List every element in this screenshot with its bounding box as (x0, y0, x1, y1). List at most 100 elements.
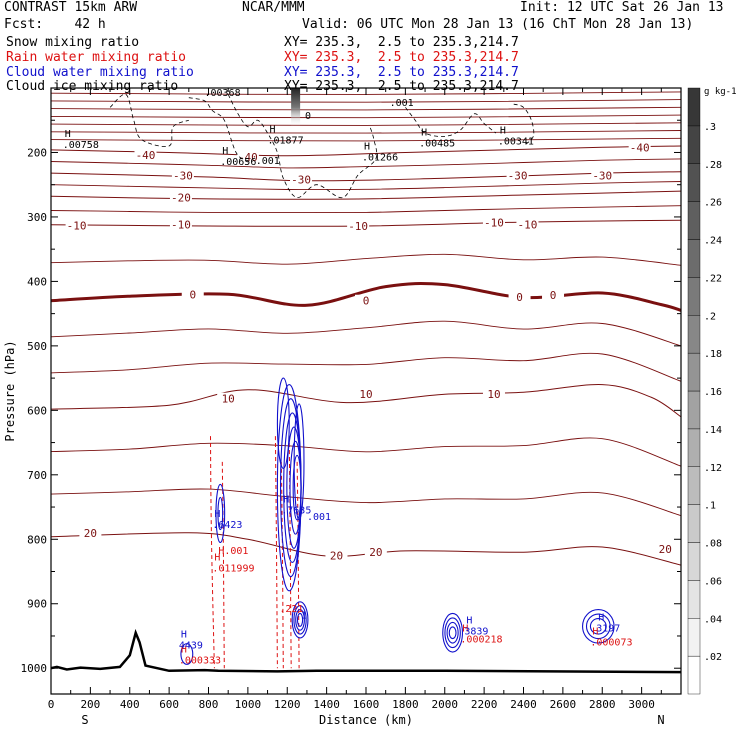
colorbar-cell (687, 428, 701, 467)
extremum-marker: H (222, 146, 228, 157)
isotherm-label: 0 (516, 291, 523, 304)
isotherm-upper-5 (51, 130, 681, 134)
colorbar-tick-label: .14 (704, 425, 722, 436)
cloud-contour (180, 643, 194, 665)
isotherm-label-bg (325, 549, 348, 561)
contour-value-label: 1 (301, 611, 307, 622)
x-tick-label: 1000 (235, 698, 262, 711)
isotherm-label: 0 (189, 288, 196, 301)
isotherm-label: -40 (238, 151, 258, 164)
isotherm-label: 0 (550, 289, 557, 302)
cloud-contour (442, 612, 464, 653)
extremum-marker: H (269, 124, 275, 135)
y-tick-label: 800 (27, 533, 47, 546)
isotherm-label: -30 (508, 170, 528, 183)
y-tick-label: 200 (27, 146, 47, 159)
isotherm-label: -40 (630, 141, 650, 154)
x-tick-label: 1800 (392, 698, 419, 711)
isotherm-upper-6 (51, 137, 681, 142)
snow-contour (188, 97, 249, 163)
colorbar-cell (687, 352, 701, 392)
isotherm-label-bg (171, 169, 194, 181)
isotherm-label: 20 (659, 543, 672, 556)
colorbar-tick-label: .04 (704, 614, 722, 625)
isotherm-label: -10 (171, 219, 191, 232)
extremum-value: .00368 (204, 88, 240, 99)
colorbar-cell (687, 87, 701, 127)
isotherm-label: -20 (171, 192, 191, 205)
isotherm-label-bg (516, 218, 539, 230)
isotherm-label: 10 (359, 388, 372, 401)
isotherm-label-bg (542, 288, 565, 300)
isotherm-label: -30 (173, 170, 193, 183)
isotherm-label: -30 (592, 170, 612, 183)
isotherm-upper-3 (51, 114, 681, 119)
x-tick-label: 2200 (471, 698, 498, 711)
colorbar-tick-label: .2 (704, 311, 716, 322)
x-tick-label: 2600 (550, 698, 577, 711)
x-tick-label: 2000 (432, 698, 459, 711)
colorbar-cell (687, 542, 701, 581)
colorbar-tick-label: .16 (704, 387, 722, 398)
isotherm-20 (51, 532, 681, 566)
field-ice-name: Cloud ice mixing ratio (6, 79, 179, 94)
isotherm-label-bg (355, 294, 377, 306)
rain-contour (210, 436, 215, 669)
isotherm-10 (51, 384, 681, 418)
extremum-value: .01266 (362, 153, 398, 164)
x-tick-label: 200 (80, 698, 100, 711)
field-cloud-name: Cloud water mixing ratio (6, 65, 194, 80)
colorbar-cell (687, 504, 701, 543)
cloud-contour (293, 403, 305, 521)
y-tick-label: 600 (27, 404, 47, 417)
y-tick-label: 500 (27, 340, 47, 353)
x-tick-label: 1600 (353, 698, 380, 711)
extremum-value: .7635 (281, 505, 311, 516)
x-tick-label: 1200 (274, 698, 301, 711)
isotherm-intermediate-0 (51, 158, 681, 169)
colorbar-tick-label: .3 (704, 122, 716, 133)
y-tick-label: 1000 (21, 662, 48, 675)
cloud-contour (215, 483, 226, 544)
colorbar-tick-label: .06 (704, 576, 722, 587)
extremum-value: .000218 (460, 634, 502, 645)
isotherm-label: 20 (330, 549, 343, 562)
field-cloud-xy: XY= 235.3, 2.5 to 235.3,214.7 (284, 65, 519, 80)
x-tick-label: 2400 (510, 698, 537, 711)
extremum-marker: H (462, 623, 468, 634)
isotherm-label-bg (169, 191, 192, 203)
extremum-value: .00341 (498, 137, 534, 148)
isotherm-intermediate-6 (51, 437, 681, 467)
isotherm-label-bg (181, 288, 204, 300)
colorbar-cell (687, 315, 701, 354)
terrain-line (51, 628, 681, 674)
y-tick-label: 300 (27, 211, 47, 224)
cloud-contour (446, 621, 459, 644)
colorbar-cell (687, 390, 701, 430)
isotherm-label: -40 (136, 149, 156, 162)
isotherm-0 (51, 282, 681, 312)
cloud-contour (217, 496, 224, 531)
field-ice-xy: XY= 235.3, 2.5 to 235.3,214.7 (284, 79, 519, 94)
cloud-ice-shade (291, 88, 301, 127)
isotherm-label: -10 (348, 220, 368, 233)
x-axis-label: Distance (km) (319, 713, 413, 727)
isotherm--40 (51, 145, 681, 157)
y-tick-label: 700 (27, 469, 47, 482)
colorbar-tick-label: .18 (704, 349, 722, 360)
field-snow-name: Snow mixing ratio (6, 35, 140, 50)
isotherm-label: 20 (84, 527, 97, 540)
isotherm-upper-1 (51, 99, 681, 103)
isotherm--20 (51, 190, 681, 200)
model-name: CONTRAST 15km ARW (4, 0, 138, 15)
institution: NCAR/MMM (242, 0, 305, 15)
x-tick-label: 600 (159, 698, 179, 711)
colorbar-unit-label: g kg-1 (704, 87, 737, 97)
cloud-contour (293, 605, 307, 635)
x-end-label-south: S (81, 713, 88, 727)
extremum-value: .00485 (419, 139, 455, 150)
cloud-contour (296, 612, 304, 627)
isotherm-label-bg (654, 542, 677, 554)
extremum-value: .6423 (212, 520, 242, 531)
